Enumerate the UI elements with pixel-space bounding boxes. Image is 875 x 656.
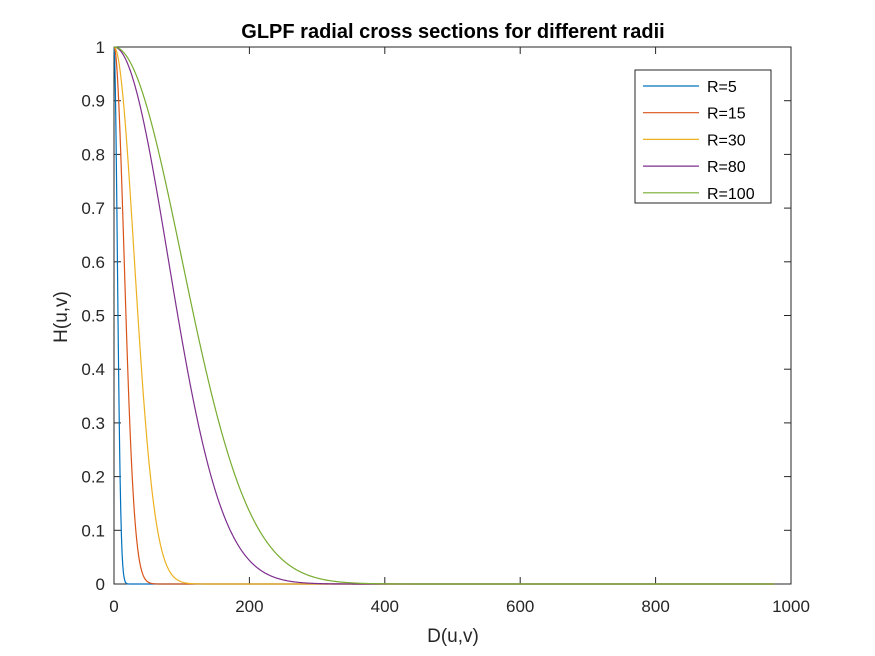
legend-label: R=15 bbox=[707, 106, 746, 123]
y-tick-label: 0.6 bbox=[81, 253, 105, 272]
legend-box bbox=[634, 69, 772, 204]
ticks bbox=[113, 46, 792, 585]
y-tick-label: 0.8 bbox=[81, 145, 105, 164]
y-tick-label: 1 bbox=[96, 38, 105, 57]
x-axis-label: D(u,v) bbox=[427, 626, 479, 647]
tick-labels: 0 200 400 600 800 1000 0 0.1 0.2 0.3 0.4 0.5 0.6 0.7 0… bbox=[81, 38, 810, 616]
x-tick-label: 0 bbox=[109, 597, 118, 616]
series-line-r-100 bbox=[113, 46, 775, 585]
y-tick-label: 0.5 bbox=[81, 307, 105, 326]
y-tick-label: 0.2 bbox=[81, 468, 105, 487]
x-tick-label: 200 bbox=[235, 597, 263, 616]
y-tick-label: 0 bbox=[96, 575, 105, 594]
x-tick-label: 1000 bbox=[772, 597, 810, 616]
legend-label: R=5 bbox=[707, 79, 737, 96]
legend-label: R=100 bbox=[707, 186, 755, 203]
y-tick-label: 0.4 bbox=[81, 360, 105, 379]
y-tick-label: 0.1 bbox=[81, 521, 105, 540]
y-axis-label: H(u,v) bbox=[51, 291, 72, 343]
legend-label: R=30 bbox=[707, 132, 746, 149]
plot-area bbox=[113, 46, 792, 585]
y-tick-label: 0.9 bbox=[81, 92, 105, 111]
x-tick-label: 800 bbox=[641, 597, 669, 616]
x-tick-label: 600 bbox=[506, 597, 534, 616]
series-lines bbox=[113, 46, 775, 585]
x-tick-label: 400 bbox=[371, 597, 399, 616]
legend: R=5 R=15 R=30 R=80 R=100 bbox=[634, 69, 772, 204]
chart-title: GLPF radial cross sections for different… bbox=[241, 21, 664, 43]
legend-label: R=80 bbox=[707, 159, 746, 176]
y-tick-label: 0.7 bbox=[81, 199, 105, 218]
y-tick-label: 0.3 bbox=[81, 414, 105, 433]
